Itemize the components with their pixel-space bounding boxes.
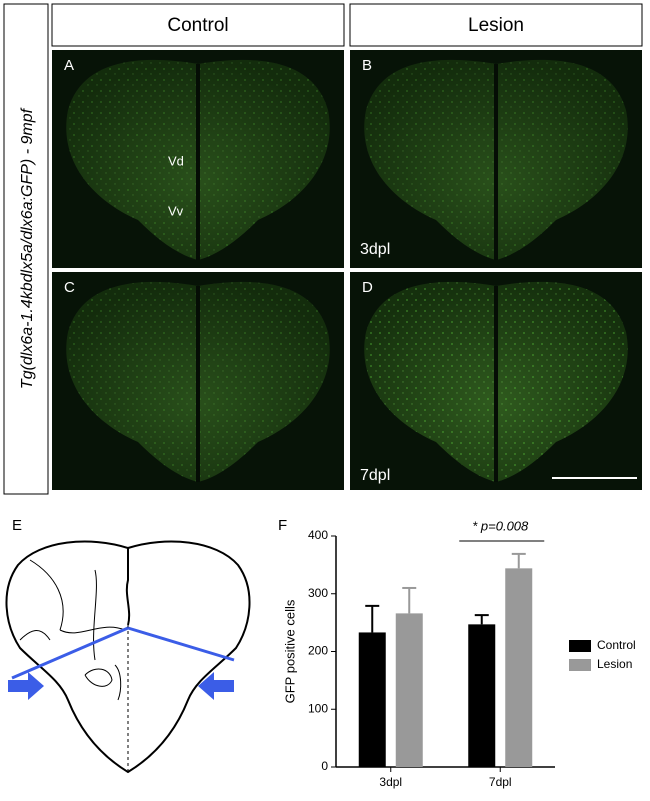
panel-label: F: [278, 517, 287, 534]
region-label: Vd: [168, 153, 184, 168]
micrographs: A B C D Vd Vv 3dpl 7dpl: [52, 50, 642, 490]
side-label-box: [3, 3, 49, 495]
y-axis-label: GFP positive cells: [282, 599, 297, 703]
significance-label: * p=0.008: [472, 518, 529, 533]
bar-chart: 0 100 200 300 400 GFP positive cells 3dpl 7dpl *…: [282, 518, 635, 789]
side-label: Tg(dlx6a-1.4kbdlx5a/dlx6a:GFP) - 9mpf: [19, 107, 36, 389]
cut-lines: [11, 626, 235, 680]
brain-diagram: [5, 540, 251, 774]
legend-swatch: [569, 640, 591, 652]
arrow-right: [8, 672, 44, 700]
legend-label: Lesion: [597, 657, 632, 671]
time-label: 7dpl: [360, 467, 390, 484]
panel-label: E: [12, 517, 22, 534]
region-label: Vv: [168, 203, 184, 218]
time-label: 3dpl: [360, 241, 390, 258]
arrow-left: [198, 672, 234, 700]
bar: [468, 624, 496, 767]
panel-label: A: [64, 57, 74, 74]
legend-swatch: [569, 659, 591, 671]
panel-label: D: [362, 279, 373, 296]
y-tick-label: 0: [321, 759, 328, 773]
column-header-box: [51, 3, 345, 47]
column-header: Lesion: [468, 15, 524, 36]
bar: [505, 568, 533, 767]
panel-label: C: [64, 279, 75, 296]
bar: [395, 613, 423, 767]
bar: [358, 632, 386, 767]
x-tick-label: 7dpl: [489, 775, 512, 789]
y-tick-label: 100: [308, 701, 328, 715]
x-tick-label: 3dpl: [379, 775, 402, 789]
legend-label: Control: [597, 638, 636, 652]
y-tick-label: 300: [308, 586, 328, 600]
panel-label: B: [362, 57, 372, 74]
column-header: Control: [167, 15, 228, 36]
y-tick-label: 200: [308, 644, 328, 658]
y-tick-label: 400: [308, 528, 328, 542]
column-header-box: [349, 3, 643, 47]
